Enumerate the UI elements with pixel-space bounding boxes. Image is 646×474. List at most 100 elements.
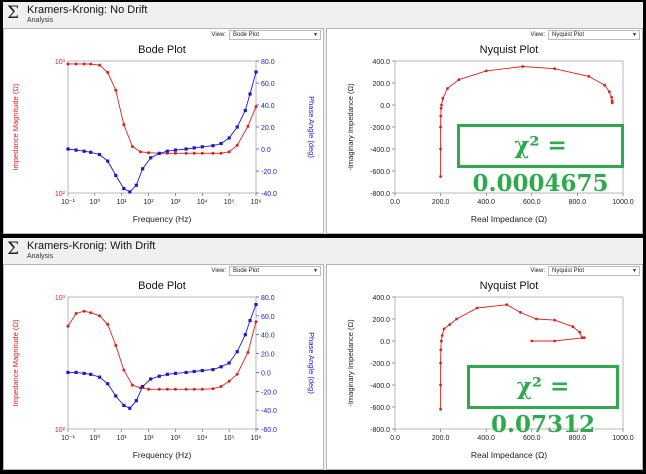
y2-tick-label: -60.0 bbox=[261, 427, 277, 434]
x-tick-label: 10¹ bbox=[117, 435, 128, 442]
phase-point bbox=[122, 403, 126, 408]
impedance-point bbox=[610, 95, 613, 99]
impedance-point bbox=[610, 101, 614, 105]
impedance-point bbox=[607, 90, 611, 94]
bode-plot-chart: Bode Plot 10⁻¹ 10⁰ 10¹ 10² 10³ 10⁴ 10⁵ 10⁶ Freque… bbox=[11, 44, 316, 224]
magnitude-point bbox=[147, 387, 151, 391]
magnitude-point bbox=[122, 368, 126, 372]
dropdown-arrow-icon: ▼ bbox=[313, 32, 318, 38]
phase-point bbox=[141, 384, 145, 389]
impedance-point bbox=[441, 97, 445, 100]
impedance-point bbox=[446, 87, 449, 90]
dropdown-arrow-icon: ▼ bbox=[632, 32, 637, 38]
analysis-window-with-drift: Σ Kramers-Kronig: With Drift Analysis Vi… bbox=[3, 238, 643, 470]
chi-squared-box: χ² = 0.07312 bbox=[467, 365, 619, 438]
magnitude-point bbox=[192, 151, 196, 155]
impedance-point bbox=[439, 339, 443, 343]
phase-point bbox=[66, 370, 70, 375]
x-tick-label: 10³ bbox=[170, 199, 181, 206]
x-tick-label: 1000.0 bbox=[612, 199, 634, 206]
window-subtitle: Analysis bbox=[27, 17, 54, 24]
phase-point bbox=[211, 368, 215, 372]
impedance-point bbox=[571, 325, 575, 329]
phase-point bbox=[254, 302, 258, 307]
magnitude-point bbox=[184, 151, 188, 155]
impedance-point bbox=[439, 147, 442, 151]
chart-title: Nyquist Plot bbox=[480, 44, 539, 56]
impedance-point bbox=[439, 407, 442, 411]
phase-point bbox=[149, 377, 153, 381]
y2-tick-label: 60.0 bbox=[261, 81, 275, 88]
magnitude-point bbox=[173, 387, 177, 391]
y-tick-label: 10² bbox=[55, 191, 66, 198]
dropdown-arrow-icon: ▼ bbox=[313, 268, 318, 274]
phase-point bbox=[219, 141, 223, 146]
magnitude-point bbox=[89, 62, 93, 66]
chi-squared-box: χ² = 0.0004675 bbox=[457, 124, 624, 197]
magnitude-point bbox=[227, 379, 231, 383]
magnitude-point bbox=[130, 145, 134, 149]
magnitude-point bbox=[165, 387, 169, 391]
y-tick-label: -400.0 bbox=[370, 147, 390, 154]
y2-axis-label: Phase Angle (deg) bbox=[307, 332, 316, 394]
y-tick-label: -800.0 bbox=[370, 191, 390, 198]
view-dropdown[interactable]: Bode Plot ▼ bbox=[229, 30, 321, 40]
x-tick-label: 800.0 bbox=[569, 435, 587, 442]
x-tick-label: 10⁰ bbox=[90, 198, 101, 206]
phase-point bbox=[248, 92, 252, 96]
y2-tick-label: 80.0 bbox=[261, 59, 275, 66]
impedance-point bbox=[440, 103, 443, 107]
y2-tick-label: 20.0 bbox=[261, 352, 275, 359]
window-title: Kramers-Kronig: With Drift bbox=[27, 240, 156, 252]
view-dropdown[interactable]: Nyquist Plot ▼ bbox=[548, 30, 640, 40]
x-axis-label: Frequency (Hz) bbox=[133, 214, 192, 224]
view-label: View: bbox=[211, 268, 226, 274]
impedance-point bbox=[455, 317, 458, 321]
impedance-point bbox=[578, 330, 582, 334]
phase-point bbox=[74, 370, 78, 375]
phase-series-line bbox=[67, 71, 257, 193]
y-tick-label: 10² bbox=[55, 427, 66, 434]
window-titlebar: Σ Kramers-Kronig: With Drift Analysis bbox=[3, 238, 643, 264]
magnitude-point bbox=[106, 70, 110, 74]
phase-point bbox=[243, 333, 247, 337]
magnitude-series-line bbox=[68, 63, 257, 154]
y-tick-label: -400.0 bbox=[370, 383, 390, 390]
sigma-icon: Σ bbox=[7, 3, 20, 23]
phase-point bbox=[165, 372, 169, 376]
view-dropdown-value: Nyquist Plot bbox=[552, 268, 585, 274]
phase-point bbox=[134, 399, 138, 403]
y2-tick-label: 60.0 bbox=[261, 314, 275, 321]
y-tick-label: 400.0 bbox=[372, 295, 390, 302]
view-dropdown[interactable]: Bode Plot ▼ bbox=[229, 266, 321, 276]
view-dropdown[interactable]: Nyquist Plot ▼ bbox=[548, 266, 640, 276]
window-subtitle: Analysis bbox=[27, 253, 54, 260]
bode-panel: View: Bode Plot ▼ Bode Plot 10⁻¹ 10⁰ 10¹ 10² 1… bbox=[3, 264, 324, 470]
y-tick-label: -200.0 bbox=[370, 361, 390, 368]
x-axis-label: Frequency (Hz) bbox=[133, 450, 192, 460]
phase-point bbox=[248, 318, 252, 323]
chart-title: Bode Plot bbox=[138, 44, 186, 56]
phase-point bbox=[97, 375, 102, 379]
magnitude-point bbox=[122, 123, 126, 127]
magnitude-point bbox=[114, 343, 118, 347]
chart-title: Bode Plot bbox=[138, 280, 186, 292]
magnitude-point bbox=[246, 350, 250, 354]
x-tick-label: 800.0 bbox=[569, 199, 587, 206]
phase-point bbox=[66, 147, 70, 151]
y-tick-label: -800.0 bbox=[370, 427, 390, 434]
x-tick-label: 10⁻¹ bbox=[61, 435, 75, 442]
y-tick-label: -600.0 bbox=[370, 169, 390, 176]
phase-point bbox=[97, 152, 102, 157]
magnitude-point bbox=[219, 384, 223, 388]
bode-panel: View: Bode Plot ▼ Bode Plot 10⁻¹ 10⁰ 10¹ 10² 1… bbox=[3, 28, 324, 234]
impedance-point bbox=[553, 67, 556, 71]
phase-point bbox=[211, 144, 215, 148]
y2-tick-label: -40.0 bbox=[261, 408, 277, 415]
magnitude-series-line bbox=[67, 310, 257, 390]
x-axis-label: Real Impedance (Ω) bbox=[471, 214, 547, 224]
impedance-point bbox=[553, 318, 556, 322]
y-tick-label: 0.0 bbox=[380, 339, 390, 346]
analysis-window-no-drift: Σ Kramers-Kronig: No Drift Analysis View… bbox=[3, 2, 643, 234]
magnitude-point bbox=[219, 151, 223, 155]
